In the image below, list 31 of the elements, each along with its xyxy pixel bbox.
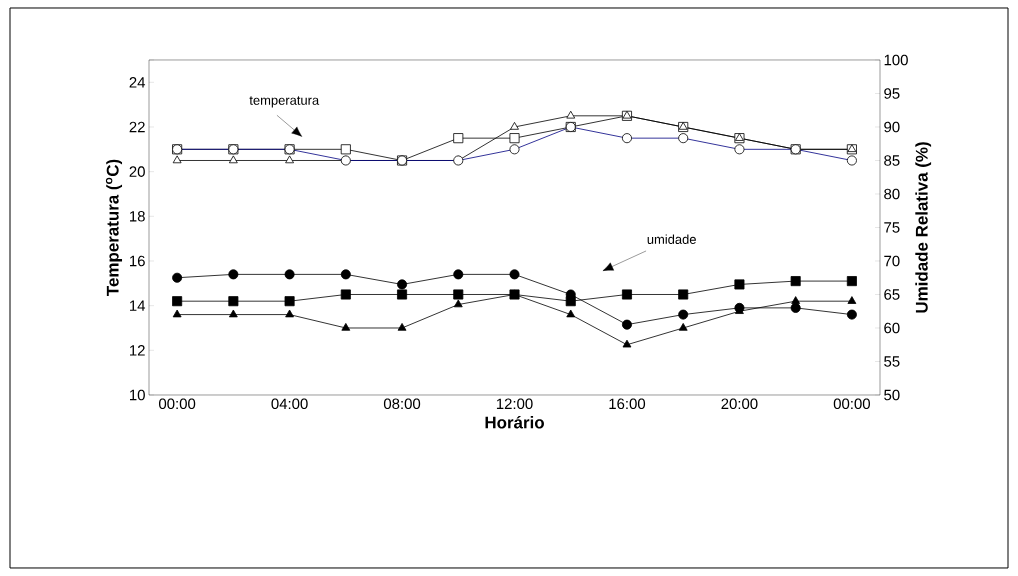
y2-tick-label: 100 bbox=[884, 54, 908, 66]
y-tick-label: 22 bbox=[129, 121, 145, 133]
y-tick-label: 20 bbox=[129, 166, 145, 177]
y-tick-label: 16 bbox=[130, 255, 145, 267]
y-tick-label: 12 bbox=[130, 345, 145, 356]
y2-tick-label: 90 bbox=[884, 121, 900, 133]
x-tick-label: 00:00 bbox=[159, 398, 196, 410]
annotation: umidade bbox=[647, 234, 696, 244]
y-tick-label: 18 bbox=[130, 211, 145, 222]
y2-tick-label: 95 bbox=[884, 88, 900, 99]
y2-tick-label: 50 bbox=[884, 389, 900, 401]
y2-tick-label: 80 bbox=[884, 188, 900, 200]
y-tick-label: 24 bbox=[129, 77, 146, 88]
x-tick-label: 12:00 bbox=[496, 398, 533, 410]
y2-tick-label: 85 bbox=[884, 155, 900, 166]
y2-tick-label: 75 bbox=[884, 222, 900, 233]
x-tick-label: 16:00 bbox=[609, 398, 646, 410]
x-axis-title: Horário bbox=[485, 415, 544, 429]
y-tick-label: 14 bbox=[130, 300, 146, 311]
x-tick-label: 04:00 bbox=[271, 398, 308, 410]
y2-axis-title: Umidade Relativa (%) bbox=[915, 142, 932, 313]
x-tick-label: 20:00 bbox=[721, 398, 758, 410]
annotation: temperatura bbox=[249, 96, 320, 108]
y2-tick-label: 70 bbox=[884, 255, 900, 267]
y2-tick-label: 65 bbox=[884, 289, 900, 300]
y2-tick-label: 55 bbox=[884, 356, 900, 367]
y-axis-title: Temperatura ($^{o}$C) bbox=[105, 159, 123, 296]
y-tick-label: 10 bbox=[130, 389, 145, 401]
x-tick-label: 00:00 bbox=[833, 398, 870, 410]
y2-tick-label: 60 bbox=[884, 322, 900, 334]
x-tick-label: 08:00 bbox=[383, 398, 421, 410]
